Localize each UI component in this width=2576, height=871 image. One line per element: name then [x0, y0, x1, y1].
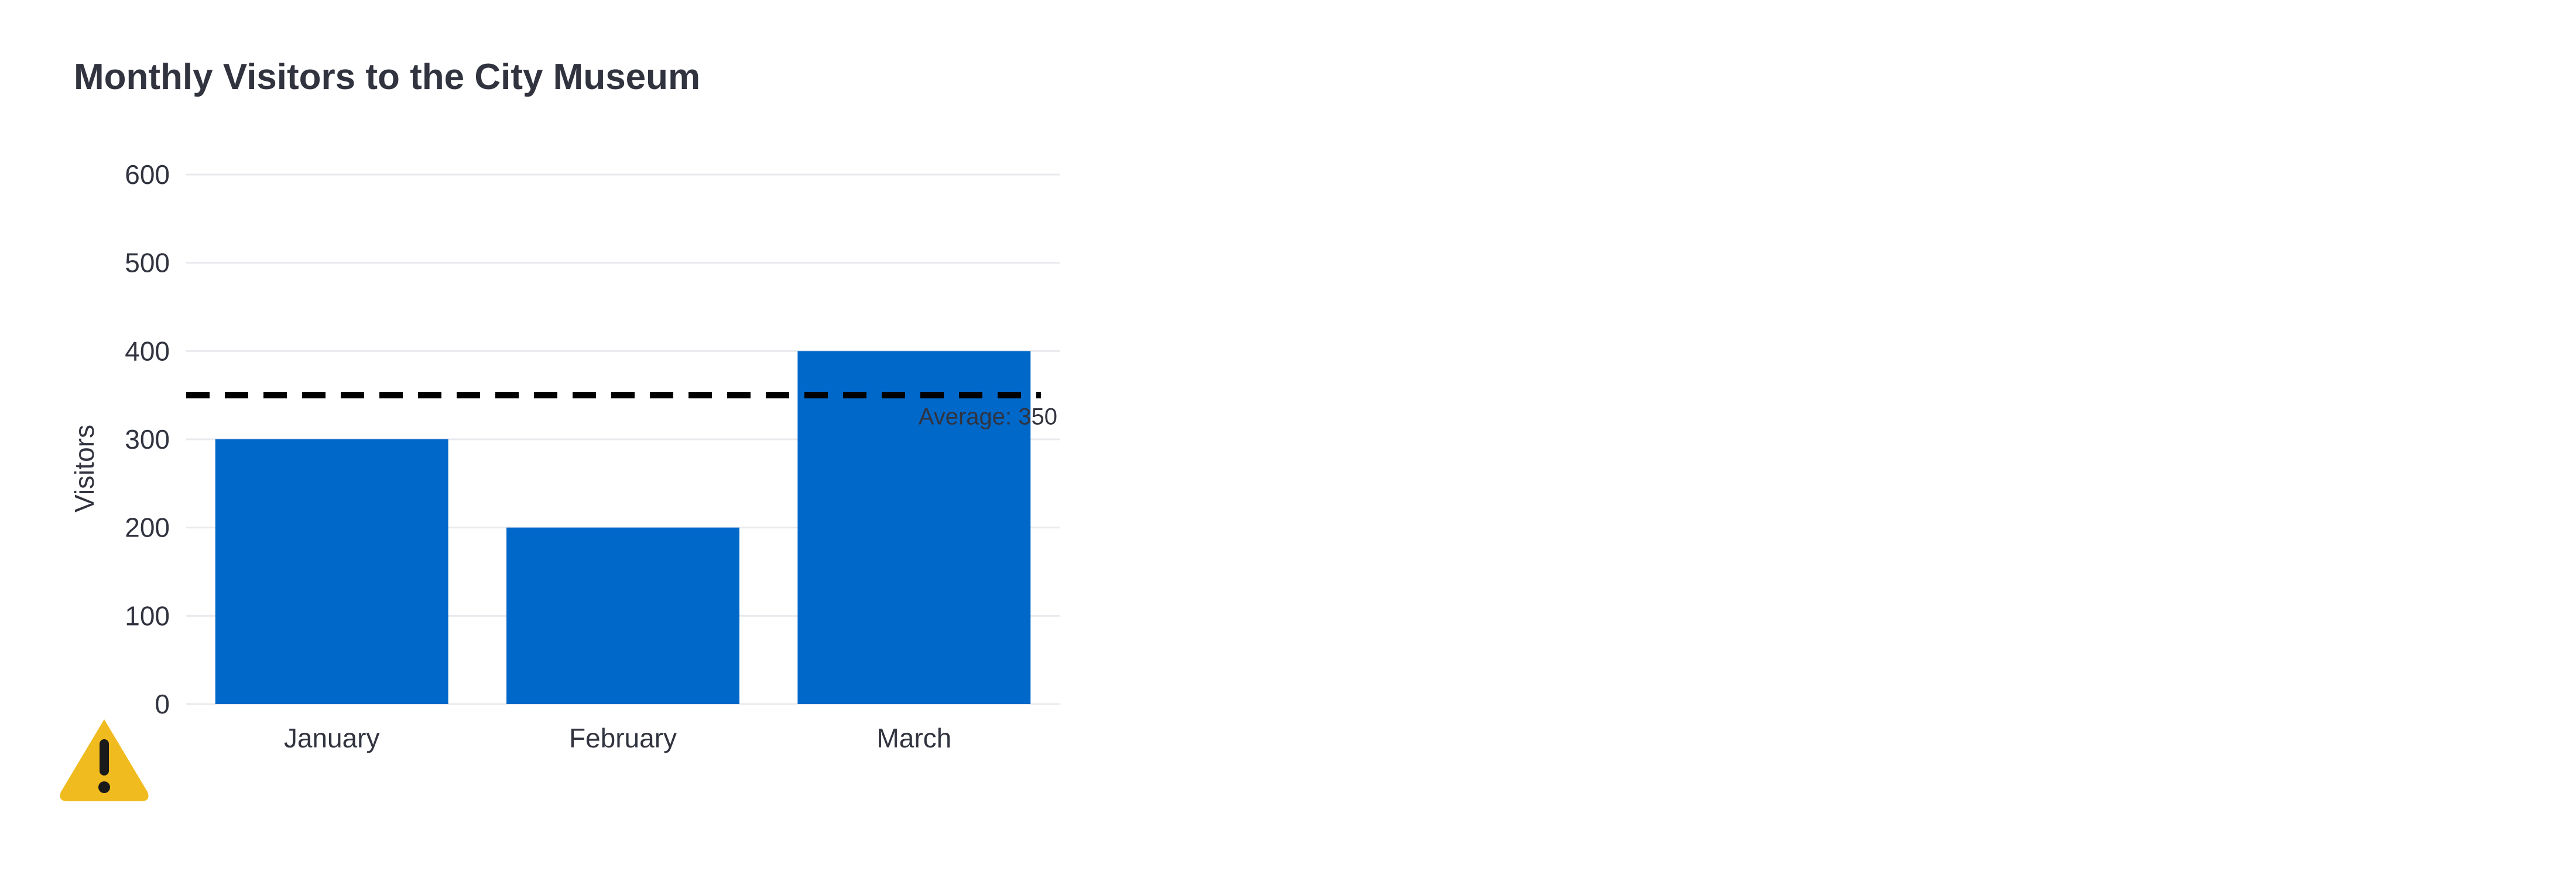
chart-title: Monthly Visitors to the City Museum	[74, 57, 700, 97]
warning-exclamation-dot	[98, 781, 110, 793]
y-axis-label: Visitors	[69, 425, 100, 513]
x-tick-label: February	[569, 723, 677, 753]
bars	[215, 351, 1031, 704]
x-tick-label: March	[876, 723, 951, 753]
y-tick-label: 0	[155, 689, 170, 719]
warning-exclamation-bar	[100, 739, 109, 776]
y-tick-label: 400	[125, 336, 170, 366]
y-tick-label: 300	[125, 424, 170, 455]
y-axis-ticks: 0 100 200 300 400 500 600	[125, 159, 170, 719]
y-tick-label: 200	[125, 513, 170, 543]
average-annotation: Average: 350	[919, 404, 1057, 430]
bar-march[interactable]	[797, 351, 1031, 704]
bar-february[interactable]	[506, 527, 739, 704]
y-tick-label: 500	[125, 248, 170, 278]
y-tick-label: 600	[125, 159, 170, 190]
warning-triangle-icon[interactable]	[60, 719, 149, 801]
x-tick-label: January	[284, 723, 380, 753]
y-tick-label: 100	[125, 600, 170, 631]
bar-january[interactable]	[215, 439, 448, 704]
x-axis-ticks: January February March	[284, 723, 951, 753]
